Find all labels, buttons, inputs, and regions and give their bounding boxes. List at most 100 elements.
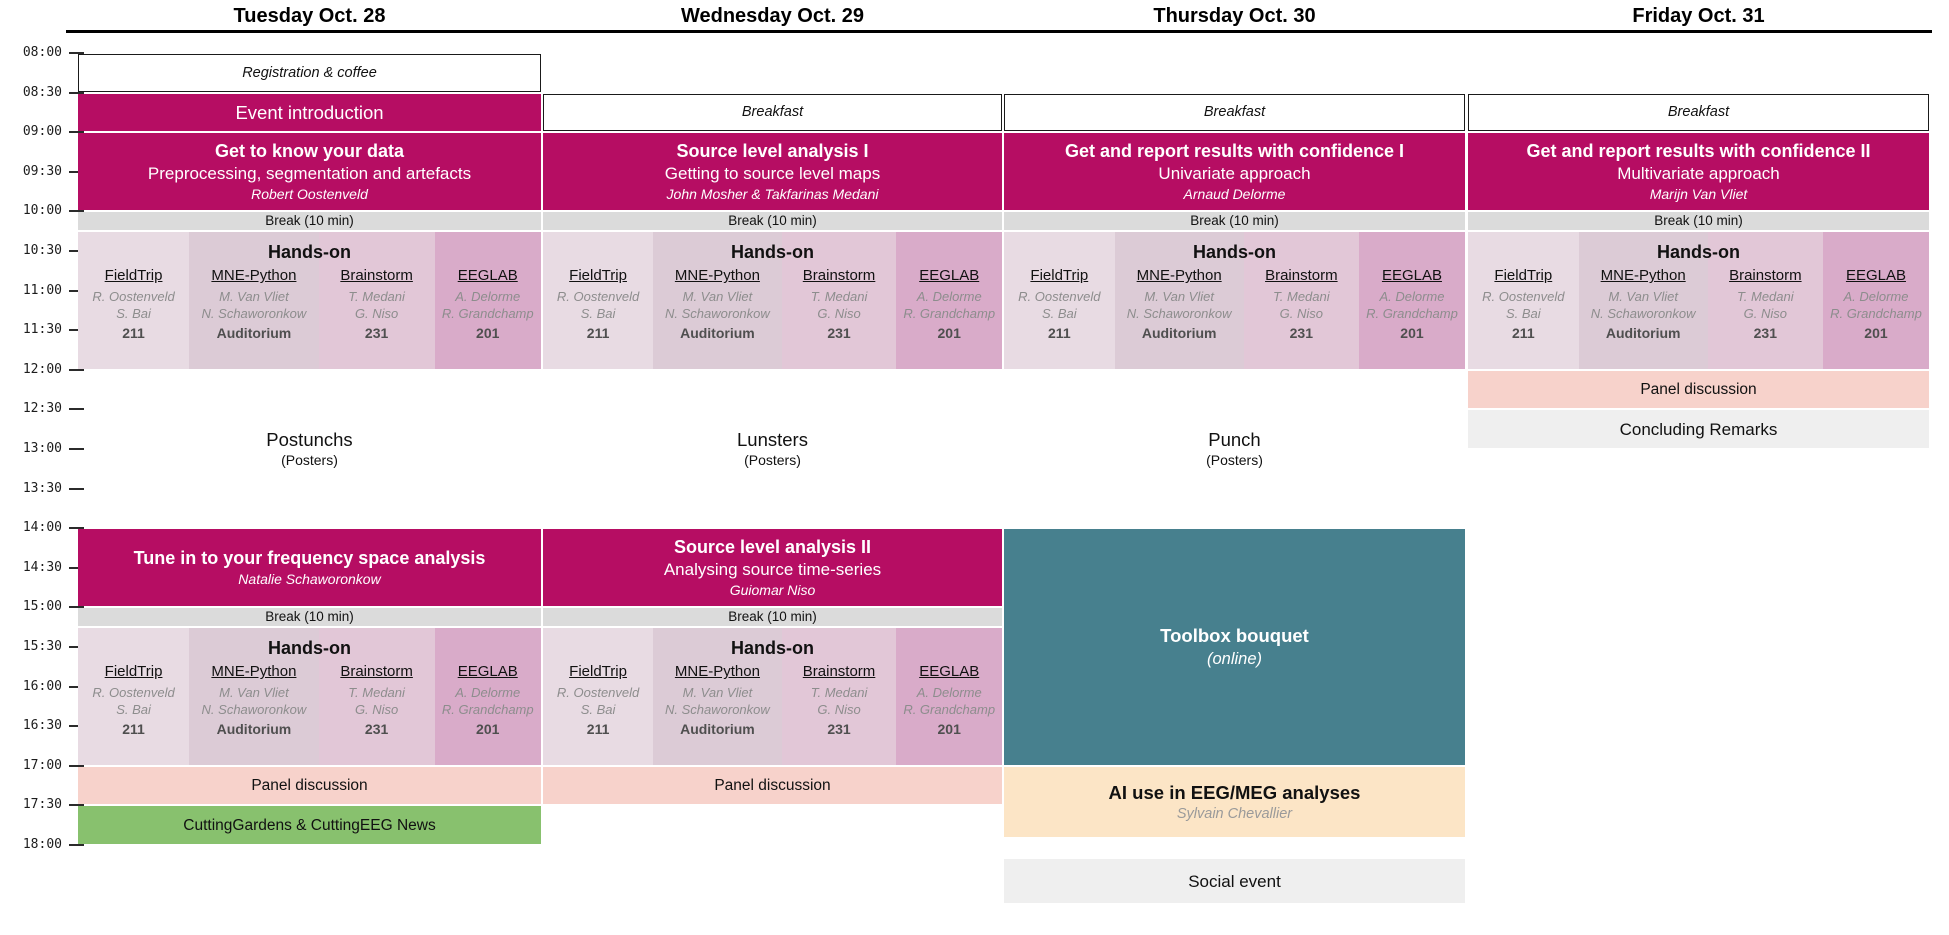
event-line: Toolbox bouquet (1160, 624, 1309, 646)
tool-presenter: R. Grandchamp (441, 702, 534, 718)
hands-on-title: Hands-on (731, 638, 814, 659)
tool-name-link[interactable]: Brainstorm (802, 267, 876, 285)
tool-name-link[interactable]: MNE-Python (211, 663, 297, 681)
tool-column-background (189, 628, 319, 765)
time-tick (69, 91, 84, 94)
tool-presenter: A. Delorme (916, 289, 982, 305)
tool-name-link[interactable]: Brainstorm (340, 663, 413, 681)
tool-name-link[interactable]: Brainstorm (1729, 267, 1802, 285)
hands-on-title: Hands-on (731, 242, 814, 263)
tool-presenter: N. Schaworonkow (665, 306, 770, 322)
tool-presenter: T. Medani (810, 289, 868, 305)
tool-presenter: S. Bai (1505, 306, 1541, 322)
tool-presenter: M. Van Vliet (1608, 289, 1678, 305)
tool-presenter: S. Bai (580, 306, 616, 322)
event-block: Panel discussion (78, 766, 541, 805)
tool-column-background (1468, 232, 1579, 369)
tool-presenter: R. Oostenveld (556, 685, 640, 701)
tool-name-link[interactable]: EEGLAB (457, 663, 518, 681)
event-block: AI use in EEG/MEG analyses Sylvain Cheval… (1004, 766, 1465, 838)
tool-room: 201 (937, 721, 961, 738)
event-line: John Mosher & Takfarinas Medani (666, 186, 879, 203)
tool-presenter: A. Delorme (1379, 289, 1445, 305)
tool-room: 201 (1400, 325, 1424, 342)
tool-presenter: G. Niso (1279, 306, 1323, 322)
time-row: 15:00 (0, 599, 92, 615)
time-row: 10:00 (0, 203, 92, 219)
event-line: Break (10 min) (265, 609, 354, 625)
time-tick (69, 527, 84, 530)
tool-name-link[interactable]: Brainstorm (340, 267, 413, 285)
time-tick (69, 52, 84, 54)
tool-room: 211 (586, 721, 610, 738)
tool-presenter: T. Medani (348, 289, 405, 305)
tool-room: 231 (827, 325, 851, 342)
time-label: 10:00 (22, 203, 62, 219)
event-block: Event introduction (78, 93, 541, 132)
tool-name-link[interactable]: FieldTrip (1494, 267, 1553, 285)
tool-presenter: G. Niso (817, 306, 861, 322)
event-block: Panel discussion (1468, 370, 1929, 409)
tool-name-link[interactable]: MNE-Python (674, 663, 760, 681)
event-line: Punch (1208, 429, 1261, 451)
tool-name-link[interactable]: MNE-Python (674, 267, 760, 285)
tool-name-link[interactable]: Brainstorm (1265, 267, 1338, 285)
time-label: 08:00 (22, 45, 62, 60)
tool-name-link[interactable]: EEGLAB (457, 267, 518, 285)
tool-column: MNE-Python M. Van Vliet N. Schaworonkow Aud… (189, 266, 319, 342)
tool-name-link[interactable]: FieldTrip (569, 267, 627, 285)
tool-name-link[interactable]: Brainstorm (802, 663, 876, 681)
event-block: Hands-on FieldTrip R. Oostenveld S. Bai 211 M… (543, 628, 1002, 765)
time-row: 12:00 (0, 362, 92, 378)
time-label: 10:30 (22, 243, 62, 258)
tool-room: Auditorium (1141, 325, 1217, 342)
tool-column-background (653, 232, 782, 369)
event-line: Panel discussion (1640, 381, 1757, 399)
event-line: Break (10 min) (265, 213, 354, 229)
tool-presenter: R. Oostenveld (92, 685, 175, 701)
event-block: Hands-on FieldTrip R. Oostenveld S. Bai 211 M… (78, 232, 541, 369)
tool-name-link[interactable]: EEGLAB (919, 267, 980, 285)
tool-room: Auditorium (216, 325, 292, 342)
event-block: Get and report results with confidence I… (1468, 133, 1929, 211)
tool-column: FieldTrip R. Oostenveld S. Bai 211 (543, 662, 653, 738)
tool-name-link[interactable]: FieldTrip (569, 663, 627, 681)
tool-name-link[interactable]: MNE-Python (1600, 267, 1686, 285)
event-block: Break (10 min) (1468, 212, 1929, 231)
tool-column: Brainstorm T. Medani G. Niso 231 (1244, 266, 1359, 342)
tool-name-link[interactable]: MNE-Python (1136, 267, 1222, 285)
tools-row: FieldTrip R. Oostenveld S. Bai 211 MNE-Pytho… (78, 662, 541, 738)
tool-column: FieldTrip R. Oostenveld S. Bai 211 (1004, 266, 1115, 342)
tool-name-link[interactable]: FieldTrip (104, 663, 163, 681)
event-block: CuttingGardens & CuttingEEG News (78, 806, 541, 844)
day-header-friday: Friday Oct. 31 (1632, 5, 1765, 27)
event-line: Registration & coffee (242, 64, 377, 81)
hands-on-title: Hands-on (268, 242, 351, 263)
time-row: 17:30 (0, 797, 92, 813)
tool-name-link[interactable]: FieldTrip (1030, 267, 1089, 285)
time-row: 14:00 (0, 520, 92, 536)
tool-presenter: G. Niso (1743, 306, 1787, 322)
tool-presenter: M. Van Vliet (682, 685, 753, 701)
tool-name-link[interactable]: FieldTrip (104, 267, 163, 285)
tool-room: 211 (122, 325, 145, 342)
time-tick (69, 210, 84, 213)
tool-name-link[interactable]: EEGLAB (1845, 267, 1906, 285)
tool-name-link[interactable]: MNE-Python (211, 267, 297, 285)
event-block: Hands-on FieldTrip R. Oostenveld S. Bai 211 M… (543, 232, 1002, 369)
tool-presenter: T. Medani (348, 685, 405, 701)
tool-room: Auditorium (216, 721, 292, 738)
time-label: 09:00 (22, 124, 62, 140)
event-block: Breakfast (1468, 93, 1929, 132)
tool-column: EEGLAB A. Delorme R. Grandchamp 201 (1359, 266, 1465, 342)
tool-column: EEGLAB A. Delorme R. Grandchamp 201 (896, 266, 1002, 342)
time-label: 18:00 (22, 837, 62, 852)
tool-name-link[interactable]: EEGLAB (919, 663, 980, 681)
tool-room: 201 (1864, 325, 1888, 342)
tool-room: Auditorium (1605, 325, 1681, 342)
tool-column-background (78, 628, 190, 765)
event-line: Arnaud Delorme (1183, 186, 1286, 203)
tool-name-link[interactable]: EEGLAB (1381, 267, 1442, 285)
time-row: 09:30 (0, 164, 92, 180)
event-line: Analysing source time-series (663, 560, 882, 580)
